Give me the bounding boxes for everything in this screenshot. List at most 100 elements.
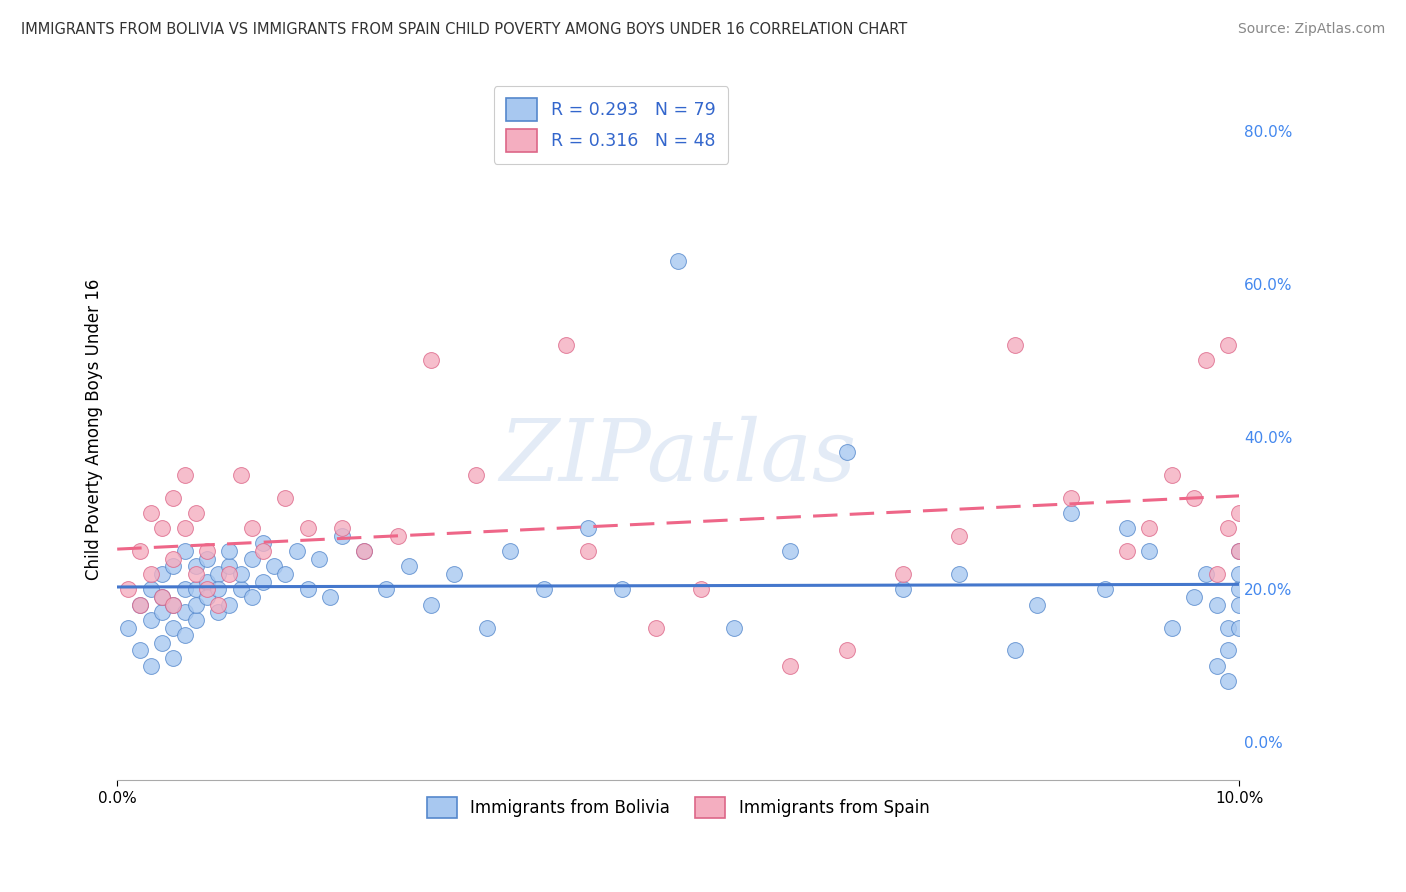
Point	[150, 590, 173, 604]
Point	[1139, 521, 1161, 535]
Point	[689, 582, 711, 597]
Point	[1216, 521, 1239, 535]
Text: Source: ZipAtlas.com: Source: ZipAtlas.com	[1237, 22, 1385, 37]
Point	[184, 567, 207, 582]
Point	[117, 582, 139, 597]
Point	[835, 643, 858, 657]
Point	[252, 544, 274, 558]
Point	[150, 605, 173, 619]
Point	[1227, 567, 1250, 582]
Point	[1182, 491, 1205, 505]
Point	[173, 605, 195, 619]
Point	[218, 598, 240, 612]
Point	[375, 582, 398, 597]
Point	[1216, 620, 1239, 634]
Point	[229, 567, 252, 582]
Point	[1160, 620, 1182, 634]
Point	[195, 582, 218, 597]
Point	[274, 491, 297, 505]
Point	[229, 467, 252, 482]
Point	[252, 536, 274, 550]
Point	[948, 529, 970, 543]
Point	[139, 582, 162, 597]
Point	[578, 521, 600, 535]
Point	[398, 559, 420, 574]
Point	[1004, 338, 1026, 352]
Point	[1116, 544, 1139, 558]
Point	[1060, 491, 1083, 505]
Point	[477, 620, 499, 634]
Point	[150, 567, 173, 582]
Point	[443, 567, 465, 582]
Point	[240, 590, 263, 604]
Point	[128, 544, 150, 558]
Point	[173, 628, 195, 642]
Point	[263, 559, 285, 574]
Point	[150, 590, 173, 604]
Point	[139, 613, 162, 627]
Point	[297, 582, 319, 597]
Point	[1026, 598, 1049, 612]
Point	[139, 567, 162, 582]
Point	[1182, 590, 1205, 604]
Point	[835, 444, 858, 458]
Point	[420, 598, 443, 612]
Point	[162, 598, 184, 612]
Point	[1160, 467, 1182, 482]
Point	[297, 521, 319, 535]
Point	[555, 338, 578, 352]
Point	[533, 582, 555, 597]
Point	[207, 582, 229, 597]
Point	[948, 567, 970, 582]
Point	[1227, 544, 1250, 558]
Point	[195, 590, 218, 604]
Point	[1227, 620, 1250, 634]
Point	[229, 582, 252, 597]
Point	[162, 491, 184, 505]
Point	[184, 559, 207, 574]
Point	[285, 544, 308, 558]
Point	[162, 598, 184, 612]
Point	[308, 551, 330, 566]
Point	[1227, 544, 1250, 558]
Point	[723, 620, 745, 634]
Point	[644, 620, 666, 634]
Point	[1227, 582, 1250, 597]
Point	[420, 353, 443, 368]
Point	[128, 598, 150, 612]
Point	[195, 551, 218, 566]
Point	[128, 598, 150, 612]
Point	[240, 551, 263, 566]
Point	[218, 544, 240, 558]
Point	[162, 651, 184, 665]
Point	[666, 253, 689, 268]
Point	[162, 559, 184, 574]
Point	[184, 582, 207, 597]
Point	[1227, 506, 1250, 520]
Y-axis label: Child Poverty Among Boys Under 16: Child Poverty Among Boys Under 16	[86, 278, 103, 580]
Point	[891, 567, 914, 582]
Point	[139, 506, 162, 520]
Point	[387, 529, 409, 543]
Point	[1060, 506, 1083, 520]
Point	[1205, 567, 1227, 582]
Point	[173, 521, 195, 535]
Point	[610, 582, 633, 597]
Point	[353, 544, 375, 558]
Point	[891, 582, 914, 597]
Point	[465, 467, 488, 482]
Point	[1116, 521, 1139, 535]
Point	[1227, 598, 1250, 612]
Point	[150, 521, 173, 535]
Point	[319, 590, 342, 604]
Point	[1094, 582, 1116, 597]
Point	[162, 620, 184, 634]
Point	[128, 643, 150, 657]
Text: IMMIGRANTS FROM BOLIVIA VS IMMIGRANTS FROM SPAIN CHILD POVERTY AMONG BOYS UNDER : IMMIGRANTS FROM BOLIVIA VS IMMIGRANTS FR…	[21, 22, 907, 37]
Point	[207, 567, 229, 582]
Point	[779, 544, 801, 558]
Point	[1004, 643, 1026, 657]
Point	[150, 636, 173, 650]
Point	[779, 658, 801, 673]
Point	[240, 521, 263, 535]
